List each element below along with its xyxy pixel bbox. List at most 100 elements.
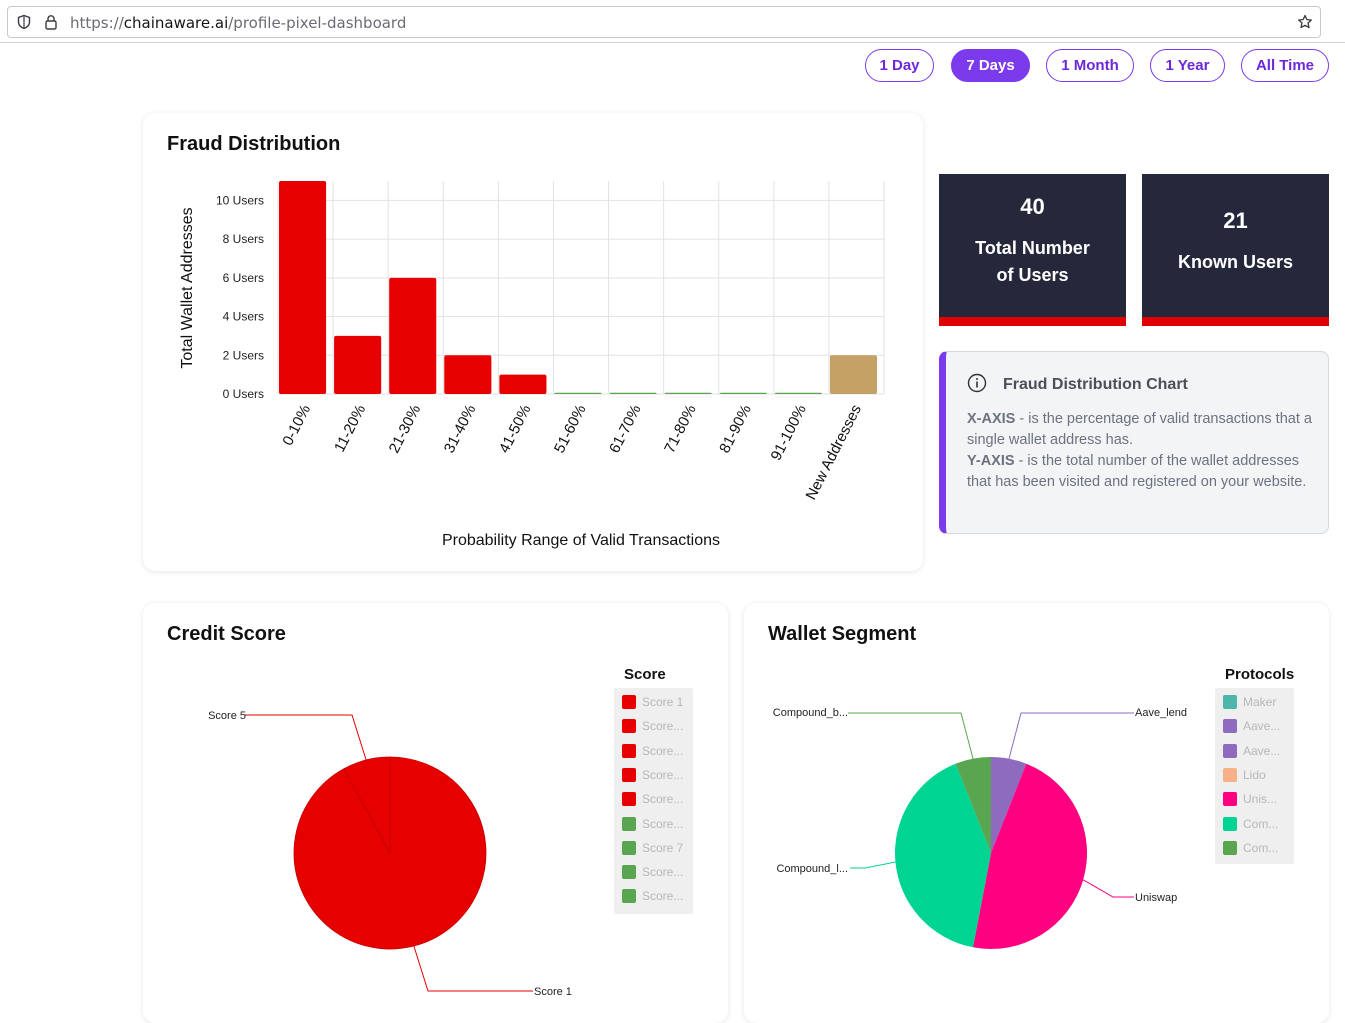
protocol-legend-item[interactable]: Com... xyxy=(1223,816,1278,832)
legend-label: Score 7 xyxy=(642,840,684,855)
info-icon xyxy=(967,373,987,393)
legend-label: Score... xyxy=(642,865,684,880)
url-host: chainaware.ai xyxy=(123,14,229,32)
protocol-legend-item[interactable]: Unis... xyxy=(1223,791,1277,807)
y-tick-label: 10 Users xyxy=(216,193,264,207)
y-tick-label: 6 Users xyxy=(223,271,264,285)
legend-swatch xyxy=(622,767,636,782)
legend-label: Lido xyxy=(1243,767,1266,782)
pie-slice-score-5 xyxy=(343,756,391,854)
address-bar[interactable]: https://chainaware.ai/profile-pixel-dash… xyxy=(7,6,1321,38)
known-users-label: Known Users xyxy=(1177,252,1294,272)
bar-41-50- xyxy=(499,374,547,394)
y-tick-label: 2 Users xyxy=(223,348,264,362)
pie-slice-compound-b- xyxy=(955,757,991,853)
stat-accent-bar xyxy=(1142,317,1329,326)
x-tick-label: 0-10% xyxy=(279,402,314,448)
pie-label: Score 1 xyxy=(534,986,572,998)
bar-91-100- xyxy=(774,392,822,394)
x-tick-label: 61-70% xyxy=(606,402,645,456)
legend-swatch xyxy=(1223,767,1237,782)
legend-swatch xyxy=(622,695,636,709)
pie-label: Compound_l... xyxy=(776,863,848,875)
credit-legend-item[interactable]: Score... xyxy=(622,791,683,807)
info-text: X-AXIS - is the percentage of valid tran… xyxy=(967,409,1322,493)
credit-legend-item[interactable]: Score... xyxy=(622,864,683,880)
credit-legend-item[interactable]: Score 7 xyxy=(622,840,683,856)
legend-swatch xyxy=(1223,743,1237,758)
pie-leader-line xyxy=(850,861,896,869)
known-users-stat: 21 Known Users xyxy=(1142,174,1329,326)
legend-swatch xyxy=(1223,792,1237,807)
pie-label: Uniswap xyxy=(1135,892,1177,904)
credit-legend-item[interactable]: Score... xyxy=(622,743,683,759)
info-title: Fraud Distribution Chart xyxy=(1003,376,1188,393)
range-7-days-button[interactable]: 7 Days xyxy=(951,49,1030,82)
fraud-distribution-card: Fraud Distribution 0 Users 2 Users 4 Users… xyxy=(143,113,923,571)
credit-legend-item[interactable]: Score... xyxy=(622,888,683,904)
bar-11-20- xyxy=(334,335,382,394)
x-tick-label: New Addresses xyxy=(803,402,865,503)
legend-label: Score... xyxy=(642,719,684,734)
bar-71-80- xyxy=(664,392,712,394)
x-tick-label: 31-40% xyxy=(441,402,480,456)
protocol-legend-item[interactable]: Aave... xyxy=(1223,743,1280,759)
legend-label: Score... xyxy=(642,767,684,782)
credit-legend-item[interactable]: Score... xyxy=(622,816,683,832)
known-users-value: 21 xyxy=(1223,208,1248,233)
x-tick-label: 51-60% xyxy=(551,402,590,456)
legend-swatch xyxy=(622,816,636,831)
legend-label: Score... xyxy=(642,792,684,807)
url-text[interactable]: https://chainaware.ai/profile-pixel-dash… xyxy=(70,14,406,32)
url-scheme: https:// xyxy=(70,14,124,32)
protocol-legend-item[interactable]: Lido xyxy=(1223,767,1266,783)
bar-81-90- xyxy=(719,392,767,394)
credit-legend-title: Score xyxy=(624,666,666,683)
legend-swatch xyxy=(622,865,636,880)
x-tick-label: 21-30% xyxy=(386,402,425,456)
range-1-year-button[interactable]: 1 Year xyxy=(1150,49,1225,82)
browser-toolbar: https://chainaware.ai/profile-pixel-dash… xyxy=(0,0,1345,43)
credit-legend-item[interactable]: Score... xyxy=(622,767,683,783)
fraud-distribution-title: Fraud Distribution xyxy=(167,133,341,155)
legend-label: Score... xyxy=(642,816,684,831)
stat-accent-bar xyxy=(939,317,1126,326)
pie-leader-line xyxy=(413,945,533,992)
range-1-day-button[interactable]: 1 Day xyxy=(865,49,934,82)
protocol-legend-item[interactable]: Com... xyxy=(1223,840,1278,856)
protocol-legend-item[interactable]: Maker xyxy=(1223,694,1276,710)
pie-label: Score 5 xyxy=(208,710,246,722)
bar-51-60- xyxy=(554,392,602,394)
credit-legend-item[interactable]: Score 1 xyxy=(622,694,683,710)
fraud-chart-info-box: Fraud Distribution Chart X-AXIS - is the… xyxy=(939,351,1329,534)
wallet-legend-title: Protocols xyxy=(1225,666,1295,683)
star-bookmark-icon[interactable] xyxy=(1297,14,1313,30)
lock-icon[interactable] xyxy=(43,14,59,30)
legend-swatch xyxy=(622,889,636,904)
legend-label: Aave... xyxy=(1243,719,1281,734)
protocol-legend-item[interactable]: Aave... xyxy=(1223,718,1280,734)
range-all-time-button[interactable]: All Time xyxy=(1241,49,1329,82)
pie-leader-line xyxy=(245,714,367,761)
credit-score-title: Credit Score xyxy=(167,623,286,645)
legend-label: Score 1 xyxy=(642,695,684,709)
y-tick-label: 0 Users xyxy=(223,387,264,401)
y-tick-label: 4 Users xyxy=(223,310,264,324)
x-tick-label: 71-80% xyxy=(661,402,700,456)
credit-legend-item[interactable]: Score... xyxy=(622,718,683,734)
legend-swatch xyxy=(1223,719,1237,734)
total-users-stat: 40 Total Number of Users xyxy=(939,174,1126,326)
url-path: /profile-pixel-dashboard xyxy=(228,14,407,32)
protocols-legend: Maker Aave... Aave... Lido Unis... Com... Com.… xyxy=(1215,688,1294,864)
x-tick-label: 91-100% xyxy=(768,402,810,463)
range-1-month-button[interactable]: 1 Month xyxy=(1046,49,1134,82)
x-axis-key: X-AXIS xyxy=(967,411,1016,427)
x-tick-label: 81-90% xyxy=(716,402,755,456)
shield-icon[interactable] xyxy=(16,14,32,30)
y-axis-description: - is the total number of the wallet addr… xyxy=(967,453,1307,490)
y-axis-key: Y-AXIS xyxy=(967,453,1015,469)
legend-swatch xyxy=(622,719,636,734)
x-tick-label: 41-50% xyxy=(496,402,535,456)
wallet-segment-pie-chart: Aave_lend Uniswap Compound_l... Compound_b.… xyxy=(773,707,1187,949)
bar-new-addresses xyxy=(829,355,877,394)
